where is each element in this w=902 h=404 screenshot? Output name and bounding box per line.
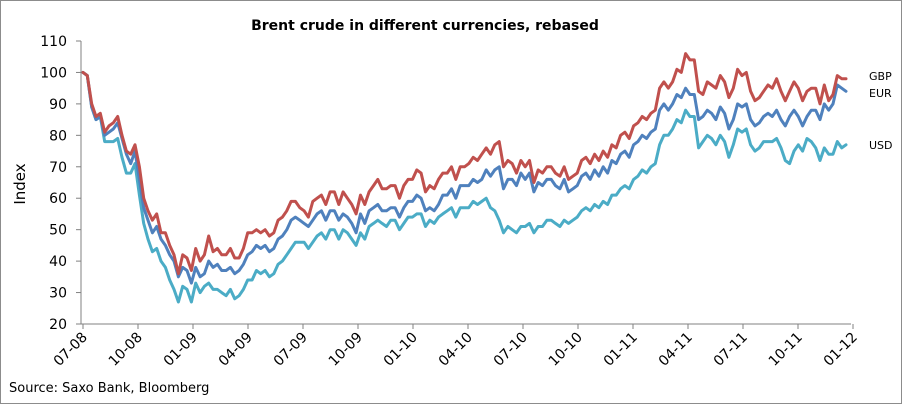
- chart-title: Brent crude in different currencies, reb…: [251, 18, 599, 34]
- axes: 20 30 40 50 60 70 80 90 100 110 07-08 10-08 01-09 04-…: [40, 34, 861, 370]
- plot-area: GBP EUR USD: [81, 52, 893, 304]
- x-tick-label: 01-10: [381, 330, 421, 370]
- series-line-usd: [81, 70, 848, 304]
- y-tick-label: 20: [49, 317, 67, 333]
- source-note: Source: Saxo Bank, Bloomberg: [9, 381, 210, 396]
- y-tick-label: 70: [49, 160, 67, 176]
- y-tick-label: 60: [49, 191, 67, 207]
- series-line-gbp: [81, 52, 848, 276]
- y-tick-label: 110: [40, 34, 67, 50]
- series-label-eur: EUR: [869, 87, 892, 100]
- series-label-usd: USD: [869, 139, 893, 152]
- y-tick-label: 50: [49, 223, 67, 239]
- y-tick-label: 40: [49, 254, 67, 270]
- x-tick-label: 01-11: [601, 330, 641, 370]
- y-tick-label: 80: [49, 128, 67, 144]
- x-tick-label: 07-09: [271, 330, 311, 370]
- x-tick-label: 04-10: [436, 330, 476, 370]
- x-tick-label: 07-11: [711, 330, 751, 370]
- x-tick-label: 10-11: [766, 330, 806, 370]
- x-tick-label: 01-12: [821, 330, 861, 370]
- y-tick-label: 30: [49, 286, 67, 302]
- x-tick-label: 07-08: [51, 330, 91, 370]
- x-tick-label: 01-09: [161, 330, 201, 370]
- y-axis-label: Index: [11, 163, 29, 204]
- y-tick-label: 100: [40, 65, 67, 81]
- x-tick-label: 07-10: [491, 330, 531, 370]
- x-tick-label: 04-11: [656, 330, 696, 370]
- x-tick-label: 10-09: [326, 330, 366, 370]
- x-tick-label: 10-10: [546, 330, 586, 370]
- x-tick-label: 04-09: [216, 330, 256, 370]
- y-tick-label: 90: [49, 97, 67, 113]
- series-label-gbp: GBP: [869, 70, 892, 83]
- series-line-eur: [81, 70, 848, 285]
- x-tick-label: 10-08: [106, 330, 146, 370]
